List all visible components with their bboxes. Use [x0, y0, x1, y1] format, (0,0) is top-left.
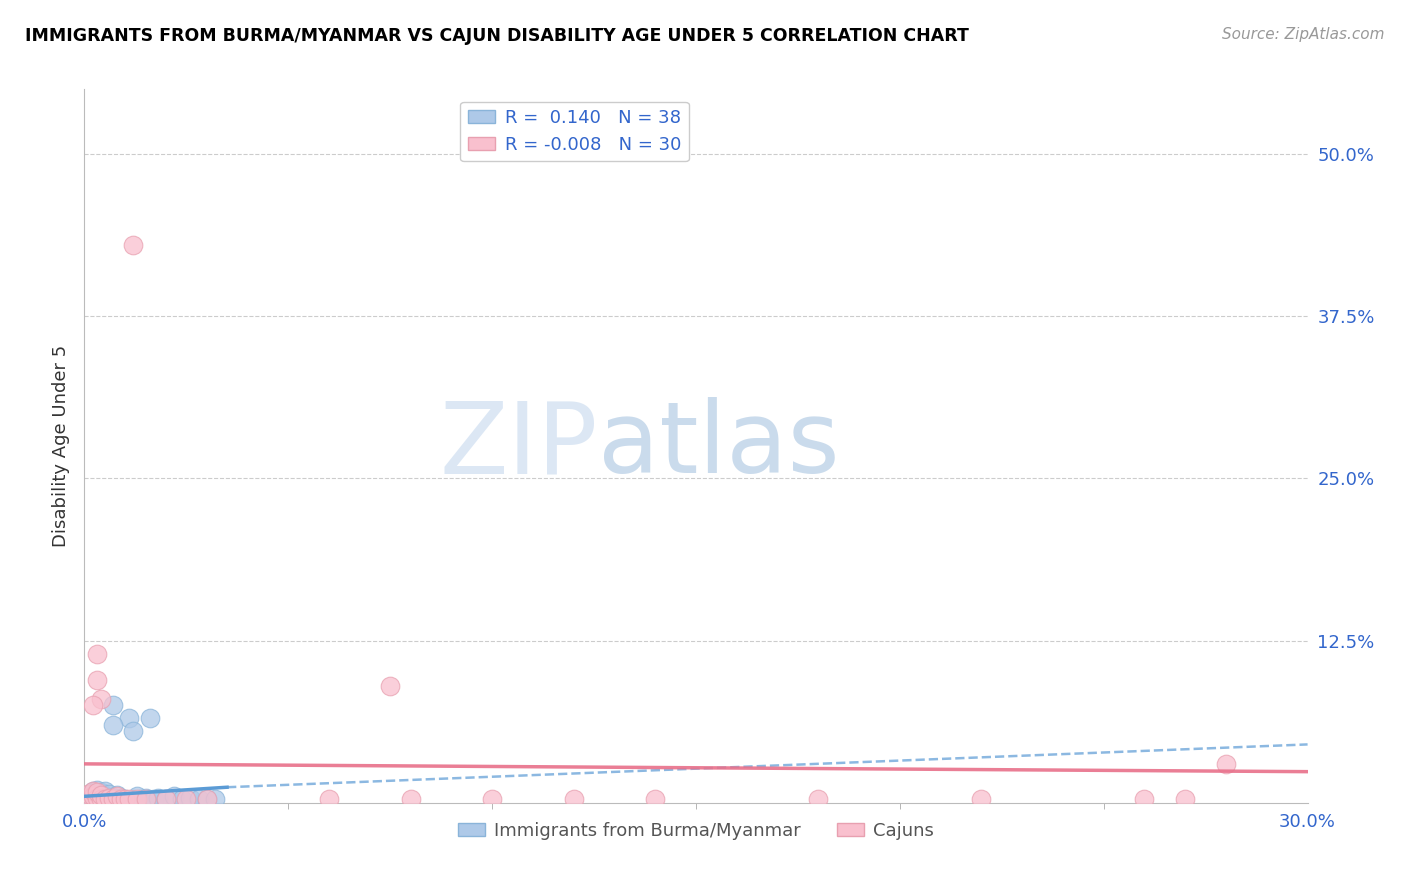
Point	[77, 788, 100, 802]
Point	[105, 792, 128, 806]
Point	[97, 790, 120, 805]
Point	[1215, 756, 1237, 771]
Point	[135, 790, 157, 805]
Point	[122, 724, 145, 739]
Point	[93, 792, 115, 806]
Point	[644, 792, 666, 806]
Point	[122, 792, 145, 806]
Point	[82, 787, 104, 801]
Point	[101, 718, 124, 732]
Point	[82, 790, 104, 805]
Point	[77, 792, 100, 806]
Point	[93, 784, 115, 798]
Point	[122, 238, 145, 252]
Point	[86, 647, 108, 661]
Point	[138, 711, 160, 725]
Point	[172, 792, 194, 806]
Point	[101, 698, 124, 713]
Point	[114, 792, 136, 806]
Point	[481, 792, 503, 806]
Point	[807, 792, 830, 806]
Point	[399, 792, 422, 806]
Point	[318, 792, 340, 806]
Point	[163, 789, 186, 804]
Point	[174, 792, 197, 806]
Point	[93, 789, 115, 804]
Text: ZIP: ZIP	[440, 398, 598, 494]
Point	[155, 792, 177, 806]
Point	[204, 792, 226, 806]
Point	[82, 698, 104, 713]
Point	[195, 792, 218, 806]
Point	[101, 792, 124, 806]
Point	[118, 792, 141, 806]
Point	[105, 789, 128, 804]
Point	[77, 790, 100, 805]
Point	[86, 789, 108, 804]
Point	[970, 792, 993, 806]
Point	[97, 787, 120, 801]
Point	[155, 792, 177, 806]
Point	[90, 692, 112, 706]
Point	[195, 792, 218, 806]
Point	[187, 792, 209, 806]
Point	[562, 792, 585, 806]
Point	[97, 790, 120, 805]
Point	[118, 711, 141, 725]
Text: Source: ZipAtlas.com: Source: ZipAtlas.com	[1222, 27, 1385, 42]
Point	[114, 792, 136, 806]
Text: atlas: atlas	[598, 398, 839, 494]
Point	[131, 792, 153, 806]
Point	[90, 792, 112, 806]
Point	[90, 785, 112, 799]
Point	[179, 790, 201, 805]
Point	[90, 788, 112, 802]
Point	[86, 782, 108, 797]
Y-axis label: Disability Age Under 5: Disability Age Under 5	[52, 345, 70, 547]
Point	[82, 789, 104, 804]
Point	[135, 792, 157, 806]
Point	[110, 792, 132, 806]
Point	[127, 789, 149, 804]
Point	[90, 788, 112, 802]
Point	[110, 790, 132, 805]
Point	[86, 790, 108, 805]
Point	[90, 790, 112, 805]
Text: IMMIGRANTS FROM BURMA/MYANMAR VS CAJUN DISABILITY AGE UNDER 5 CORRELATION CHART: IMMIGRANTS FROM BURMA/MYANMAR VS CAJUN D…	[25, 27, 969, 45]
Point	[93, 792, 115, 806]
Point	[86, 785, 108, 799]
Point	[77, 787, 100, 801]
Point	[146, 790, 169, 805]
Point	[142, 792, 165, 806]
Point	[86, 787, 108, 801]
Point	[82, 784, 104, 798]
Point	[1174, 792, 1197, 806]
Point	[86, 792, 108, 806]
Point	[105, 788, 128, 802]
Point	[1133, 792, 1156, 806]
Legend: Immigrants from Burma/Myanmar, Cajuns: Immigrants from Burma/Myanmar, Cajuns	[451, 815, 941, 847]
Point	[380, 679, 402, 693]
Point	[101, 790, 124, 805]
Point	[127, 792, 149, 806]
Point	[86, 673, 108, 687]
Point	[82, 784, 104, 798]
